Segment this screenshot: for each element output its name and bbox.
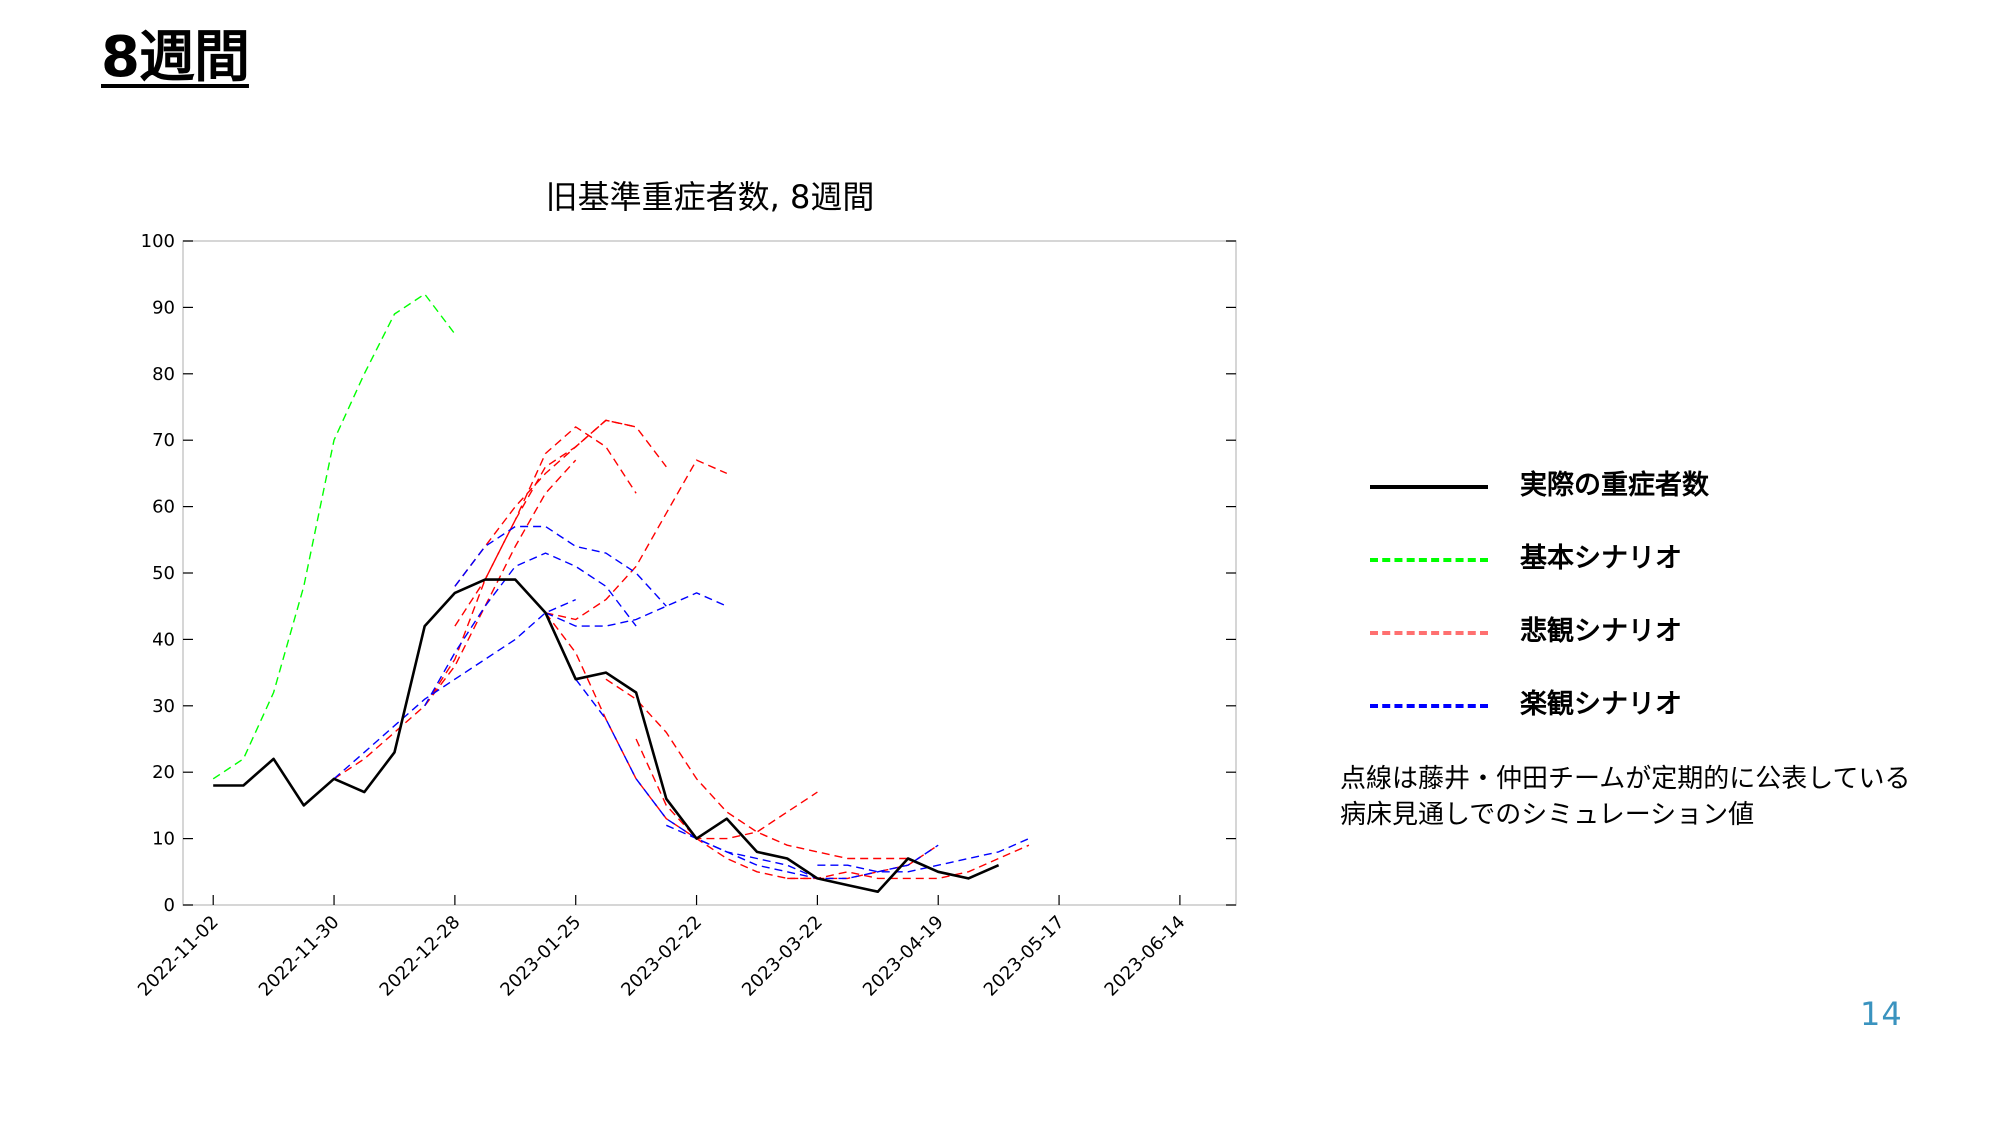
legend-swatch-actual bbox=[1370, 485, 1488, 489]
legend-label-optimistic: 楽観シナリオ bbox=[1520, 689, 1682, 720]
chart-title: 旧基準重症者数, 8週間 bbox=[546, 178, 875, 216]
series-line-pessimistic-5 bbox=[454, 419, 667, 587]
series-line-pessimistic-10 bbox=[787, 844, 1030, 880]
y-tick-label: 80 bbox=[152, 364, 175, 385]
y-tick-label: 30 bbox=[152, 696, 175, 717]
y-tick-label: 90 bbox=[152, 297, 175, 318]
series-line-pessimistic-2 bbox=[333, 459, 577, 780]
legend-swatch-pessimistic bbox=[1370, 631, 1488, 635]
y-tick-label: 0 bbox=[164, 895, 175, 916]
legend-label-base: 基本シナリオ bbox=[1520, 543, 1682, 574]
x-tick-label: 2023-03-22 bbox=[738, 912, 827, 1001]
y-tick-label: 100 bbox=[141, 231, 175, 252]
x-tick-label: 2022-11-30 bbox=[255, 912, 344, 1001]
page-number: 14 bbox=[1860, 995, 1903, 1033]
y-tick-label: 40 bbox=[152, 629, 175, 650]
y-tick-label: 60 bbox=[152, 497, 175, 518]
series-line-pessimistic-9 bbox=[635, 738, 939, 880]
x-tick-label: 2023-05-17 bbox=[980, 912, 1069, 1001]
y-tick-label: 50 bbox=[152, 563, 175, 584]
x-tick-label: 2022-12-28 bbox=[376, 912, 465, 1001]
x-tick-label: 2023-01-25 bbox=[496, 912, 585, 1001]
x-tick-label: 2023-06-14 bbox=[1101, 912, 1190, 1001]
series-line-optimistic-15 bbox=[575, 678, 818, 880]
series-line-pessimistic-8 bbox=[605, 678, 908, 860]
slide-title: 8週間 bbox=[101, 25, 250, 90]
legend-item-pessimistic: 悲観シナリオ bbox=[1370, 606, 1790, 679]
series-line-optimistic-12 bbox=[424, 552, 637, 707]
series-line-actual-0 bbox=[213, 578, 1000, 894]
series-line-optimistic-13 bbox=[454, 525, 667, 607]
y-tick-label: 10 bbox=[152, 829, 175, 850]
legend-label-pessimistic: 悲観シナリオ bbox=[1520, 616, 1682, 647]
series-line-optimistic-11 bbox=[333, 598, 576, 780]
legend-item-actual: 実際の重症者数 bbox=[1370, 460, 1790, 533]
legend-swatch-base bbox=[1370, 558, 1488, 562]
footnote: 点線は藤井・仲田チームが定期的に公表している 病床見通しでのシミュレーション値 bbox=[1340, 761, 1910, 833]
footnote-line-2: 病床見通しでのシミュレーション値 bbox=[1340, 800, 1755, 830]
legend-item-base: 基本シナリオ bbox=[1370, 533, 1790, 606]
legend-label-actual: 実際の重症者数 bbox=[1520, 470, 1709, 501]
series-line-optimistic-17 bbox=[817, 837, 1030, 873]
y-tick-label: 70 bbox=[152, 430, 175, 451]
series-line-pessimistic-7 bbox=[544, 612, 818, 840]
legend: 実際の重症者数 基本シナリオ 悲観シナリオ 楽観シナリオ bbox=[1370, 460, 1790, 752]
x-tick-label: 2023-04-19 bbox=[859, 912, 948, 1001]
y-tick-label: 20 bbox=[152, 762, 175, 783]
plot-area bbox=[182, 240, 1237, 906]
series-line-optimistic-16 bbox=[666, 824, 939, 880]
legend-swatch-optimistic bbox=[1370, 704, 1488, 708]
series-line-base-1 bbox=[212, 293, 456, 780]
legend-item-optimistic: 楽観シナリオ bbox=[1370, 679, 1790, 752]
series-line-pessimistic-6 bbox=[545, 459, 728, 621]
footnote-line-1: 点線は藤井・仲田チームが定期的に公表している bbox=[1340, 764, 1911, 794]
series-line-optimistic-14 bbox=[545, 592, 728, 627]
x-tick-label: 2022-11-02 bbox=[134, 912, 223, 1001]
x-tick-label: 2023-02-22 bbox=[617, 912, 706, 1001]
series-group bbox=[212, 293, 1030, 894]
